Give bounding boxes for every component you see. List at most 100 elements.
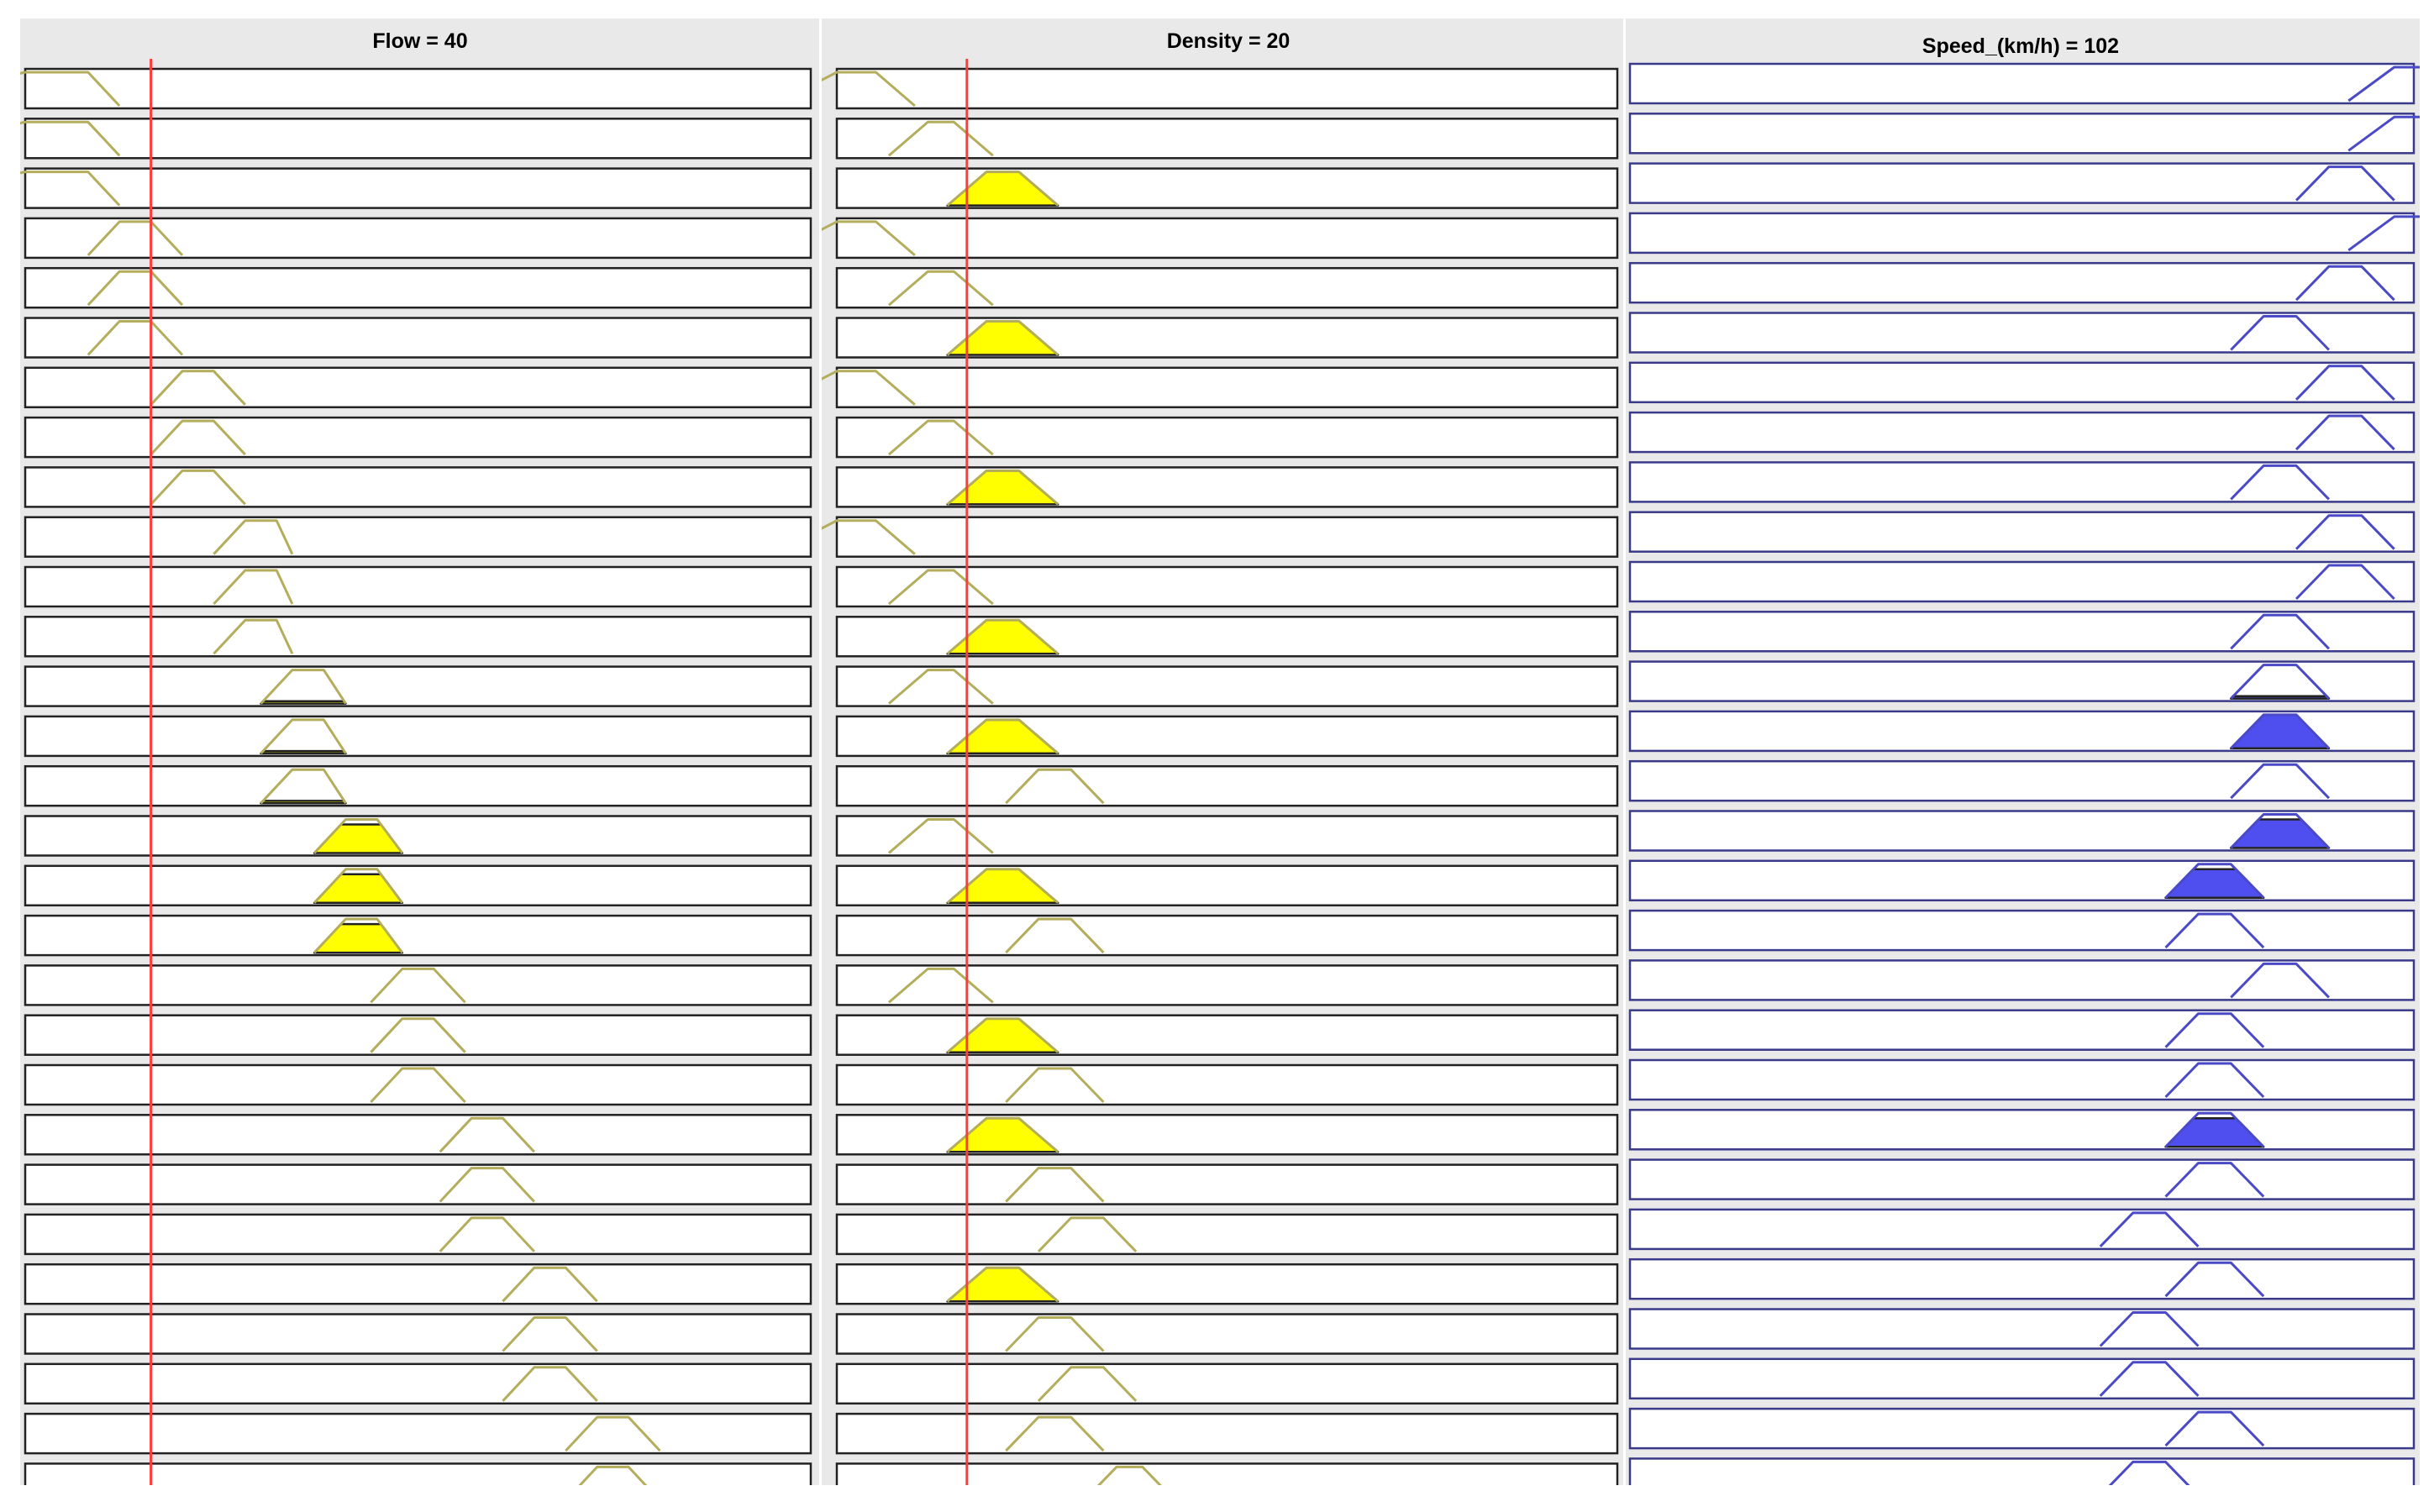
density-membership-function [1096, 1465, 1162, 1485]
density-membership-function [822, 71, 916, 108]
speed-membership-function [2295, 414, 2395, 451]
flow-rule-box [24, 1063, 812, 1106]
flow-rule-plots [20, 67, 812, 1485]
density-membership-function [1005, 1415, 1105, 1452]
speed-membership-function [2230, 464, 2331, 501]
density-rule-box [835, 217, 1619, 260]
speed-membership-function [2164, 1111, 2265, 1148]
flow-rule-box [24, 565, 812, 608]
flow-membership-function [213, 519, 294, 555]
speed-rule-box [1628, 212, 2416, 255]
flow-membership-function [502, 1316, 598, 1352]
flow-rule-box [24, 516, 812, 558]
speed-rule-box [1628, 560, 2416, 603]
speed-rule-box [1628, 611, 2416, 653]
density-rule-box [835, 665, 1619, 707]
density-rule-box [835, 416, 1619, 459]
speed-membership-function [2230, 664, 2331, 700]
speed-rule-box [1628, 62, 2416, 105]
speed-membership-function [2164, 912, 2265, 949]
flow-membership-function [370, 1017, 466, 1053]
flow-rule-box [24, 616, 812, 658]
flow-rule-box [24, 665, 812, 707]
flow-membership-function [260, 718, 347, 754]
flow-membership-function [20, 71, 121, 108]
speed-rule-box [1628, 1158, 2416, 1200]
speed-membership-function [2230, 763, 2331, 800]
flow-rule-box [24, 67, 812, 110]
flow-fired-area [260, 749, 347, 755]
flow-membership-function [20, 120, 121, 157]
speed-rule-box [1628, 312, 2416, 354]
flow-rule-box [24, 914, 812, 957]
flow-rule-box [24, 815, 812, 857]
flow-rule-box [24, 1114, 812, 1156]
speed-rule-box [1628, 411, 2416, 454]
speed-membership-function [2230, 713, 2331, 749]
flow-rule-box [24, 366, 812, 409]
flow-fired-area [260, 800, 347, 805]
density-membership-function [1005, 1067, 1105, 1104]
speed-membership-function [2230, 813, 2331, 849]
density-membership-function [887, 120, 994, 157]
speed-title: Speed_(km/h) = 102 [1922, 34, 2119, 58]
flow-membership-function [87, 220, 184, 256]
speed-membership-function [2347, 115, 2420, 152]
flow-membership-function [565, 1415, 661, 1452]
flow-membership-function [439, 1167, 535, 1203]
density-membership-function [887, 270, 994, 307]
speed-rule-box [1628, 1058, 2416, 1101]
speed-rule-box [1628, 511, 2416, 553]
speed-rule-box [1628, 660, 2416, 702]
speed-membership-function [2164, 1261, 2265, 1298]
density-rule-box [835, 1163, 1619, 1205]
density-rule-box [835, 366, 1619, 409]
speed-rule-box [1628, 1357, 2416, 1400]
speed-rule-box [1628, 1009, 2416, 1051]
flow-membership-function [313, 818, 404, 854]
flow-membership-function [213, 618, 294, 655]
speed-membership-function [2230, 962, 2331, 999]
flow-membership-function [150, 469, 246, 506]
speed-rule-box [1628, 461, 2416, 503]
flow-membership-function [370, 1067, 466, 1104]
density-rule-box [835, 565, 1619, 608]
flow-rule-box [24, 1014, 812, 1056]
density-membership-function [887, 818, 994, 854]
flow-fired-area [260, 700, 347, 705]
speed-membership-function [2230, 613, 2331, 650]
flow-title: Flow = 40 [372, 29, 467, 53]
flow-rule-box [24, 416, 812, 459]
flow-rule-box [24, 317, 812, 359]
density-membership-function [1005, 917, 1105, 954]
speed-rule-box [1628, 759, 2416, 802]
flow-membership-function [87, 320, 184, 356]
flow-rule-box [24, 167, 812, 209]
speed-membership-function [2164, 863, 2265, 899]
speed-rule-box [1628, 162, 2416, 204]
density-membership-function [822, 519, 916, 555]
density-membership-function [887, 967, 994, 1004]
speed-membership-function [2295, 165, 2395, 202]
speed-membership-function [2164, 1410, 2265, 1447]
flow-rule-box [24, 118, 812, 160]
flow-rule-box [24, 1163, 812, 1205]
speed-membership-function [2164, 1062, 2265, 1099]
flow-membership-function [370, 967, 466, 1004]
density-membership-function [887, 569, 994, 606]
flow-membership-function [578, 1465, 648, 1485]
flow-membership-function [260, 669, 347, 705]
speed-rule-box [1628, 1308, 2416, 1350]
speed-rule-box [1628, 1257, 2416, 1300]
speed-membership-function [2164, 1162, 2265, 1198]
speed-rule-box [1628, 959, 2416, 1001]
density-membership-function [822, 370, 916, 406]
density-rule-box [835, 1063, 1619, 1106]
speed-membership-function [2295, 365, 2395, 401]
speed-rule-box [1628, 113, 2416, 155]
flow-rule-box [24, 217, 812, 260]
speed-membership-function [2347, 215, 2420, 252]
density-rule-plots [822, 67, 1619, 1485]
speed-membership-function [2108, 1460, 2190, 1485]
density-membership-function [887, 669, 994, 705]
